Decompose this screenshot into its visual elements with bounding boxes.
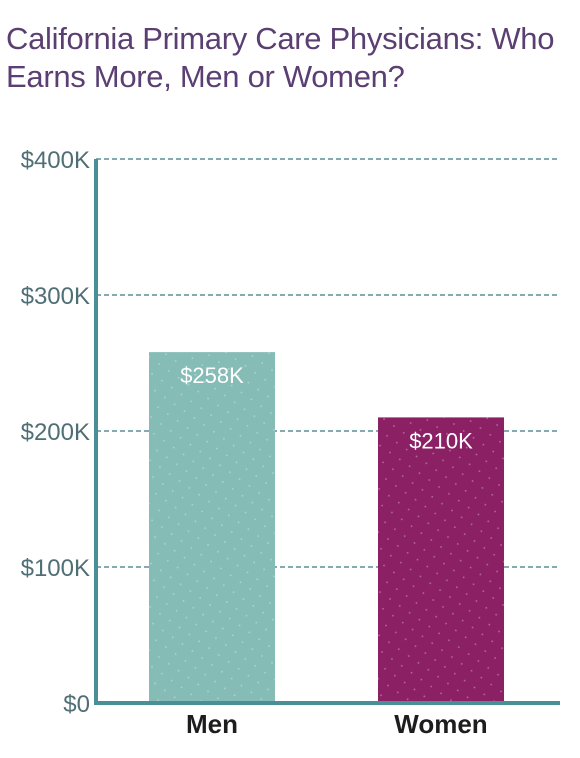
bar-texture (149, 352, 275, 703)
x-category-label: Men (186, 709, 238, 739)
labels: $0 $100K $200K $300K $400K $258K Men $210K Women (21, 147, 488, 739)
chart-title: California Primary Care Physicians: Who … (6, 21, 555, 94)
axes (94, 159, 560, 705)
y-tick-label: $200K (21, 419, 90, 446)
bar-texture (378, 417, 504, 703)
y-tick-label: $0 (63, 691, 90, 718)
y-tick-label: $400K (21, 147, 90, 174)
bar-value-label: $210K (409, 428, 473, 453)
bar-value-label: $258K (180, 363, 244, 388)
y-tick-label: $300K (21, 283, 90, 310)
x-category-label: Women (394, 709, 487, 739)
y-tick-label: $100K (21, 555, 90, 582)
bars (149, 352, 504, 703)
